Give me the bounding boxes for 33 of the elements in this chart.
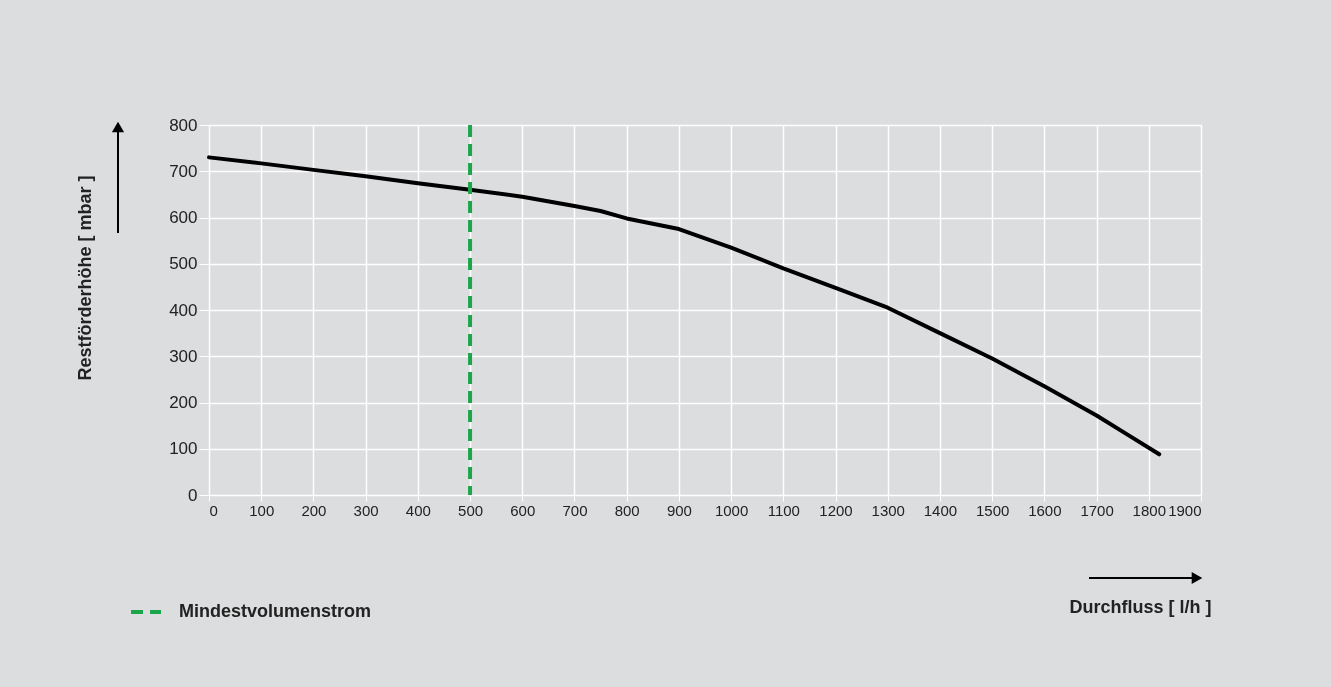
y-tick-label: 600 bbox=[169, 208, 198, 227]
x-tick-label: 1200 bbox=[819, 501, 853, 519]
x-tick-label: 1300 bbox=[871, 501, 905, 519]
y-tick-label: 0 bbox=[188, 485, 198, 505]
y-tick-label: 100 bbox=[169, 439, 198, 459]
x-tick-label: 1100 bbox=[767, 501, 800, 519]
y-tick-label: 700 bbox=[169, 161, 198, 181]
y-tick-label: 300 bbox=[169, 346, 198, 366]
y-axis-title: Restförderhöhe [ mbar ] bbox=[74, 175, 95, 381]
x-tick-label: 0 bbox=[209, 501, 218, 519]
x-tick-label: 1500 bbox=[975, 501, 1010, 519]
x-tick-label: 1900 bbox=[1168, 501, 1202, 519]
y-tick-label: 400 bbox=[169, 300, 198, 320]
x-tick-label: 1700 bbox=[1080, 501, 1114, 519]
x-tick-label: 500 bbox=[458, 501, 484, 519]
x-tick-label: 100 bbox=[249, 501, 275, 519]
legend-label: Mindestvolumenstrom bbox=[179, 601, 372, 621]
x-tick-label: 1400 bbox=[923, 501, 958, 519]
y-tick-label: 800 bbox=[169, 115, 198, 135]
line-series bbox=[207, 155, 1162, 457]
x-tick-label: 700 bbox=[562, 501, 588, 519]
x-tick-label: 1000 bbox=[714, 501, 749, 519]
x-tick-label: 400 bbox=[405, 501, 431, 519]
x-tick-label: 300 bbox=[353, 501, 379, 519]
x-tick-label: 800 bbox=[614, 501, 640, 519]
x-tick-label: 1600 bbox=[1028, 501, 1062, 519]
x-tick-label: 600 bbox=[510, 501, 536, 519]
x-axis-title: Durchfluss [ l/h ] bbox=[1069, 596, 1212, 617]
y-tick-label: 500 bbox=[169, 254, 198, 274]
y-tick-label: 200 bbox=[169, 393, 198, 412]
x-tick-label: 1800 bbox=[1132, 501, 1166, 519]
x-tick-label: 200 bbox=[301, 501, 327, 519]
x-tick-label: 900 bbox=[666, 501, 692, 519]
